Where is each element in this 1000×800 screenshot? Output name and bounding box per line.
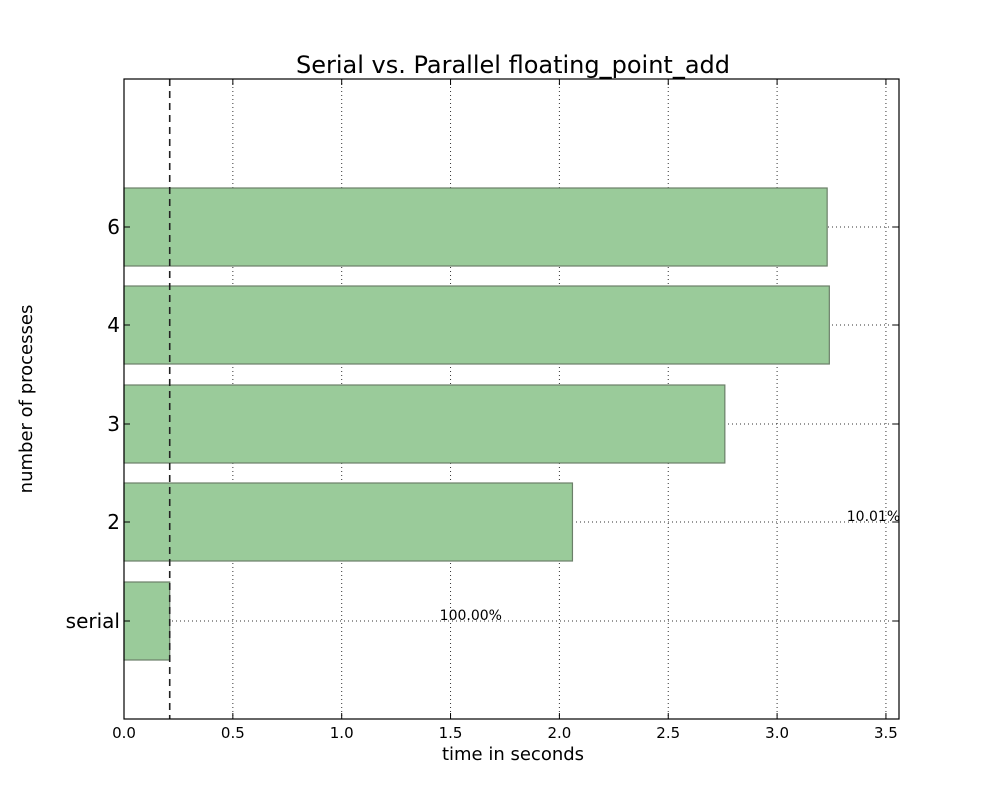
plot-frame bbox=[123, 78, 900, 720]
bars bbox=[123, 187, 830, 661]
bar-3 bbox=[123, 384, 726, 464]
bar-2 bbox=[123, 482, 574, 562]
x-tick-label: 1.5 bbox=[439, 724, 463, 742]
y-tick-label: 4 bbox=[107, 313, 120, 337]
chart-title: Serial vs. Parallel floating_point_add bbox=[296, 51, 730, 79]
x-tick-label: 2.0 bbox=[547, 724, 571, 742]
percentage-annotation: 10.01% bbox=[847, 509, 900, 525]
x-tick-label: 3.0 bbox=[765, 724, 789, 742]
axis-ticks: 0.0 0.5 1.0 1.5 2.0 2.5 3.0 3.5 serial 2 3 4 6 bbox=[66, 79, 899, 742]
x-tick-label: 1.0 bbox=[330, 724, 354, 742]
x-tick-label: 2.5 bbox=[656, 724, 680, 742]
x-axis-label: time in seconds bbox=[442, 744, 584, 765]
y-tick-label: serial bbox=[66, 609, 120, 633]
bar-4 bbox=[123, 285, 830, 365]
x-tick-label: 0.5 bbox=[221, 724, 245, 742]
y-axis-label: number of processes bbox=[16, 305, 37, 494]
percentage-annotation: 100.00% bbox=[440, 608, 502, 624]
bar-6 bbox=[123, 187, 828, 267]
x-tick-label: 3.5 bbox=[874, 724, 898, 742]
x-tick-label: 0.0 bbox=[112, 724, 136, 742]
y-tick-label: 6 bbox=[107, 215, 120, 239]
y-tick-label: 3 bbox=[107, 412, 120, 436]
bar-serial bbox=[123, 581, 171, 661]
y-tick-label: 2 bbox=[107, 510, 120, 534]
annotations: 100.00% 10.01% bbox=[440, 509, 900, 624]
